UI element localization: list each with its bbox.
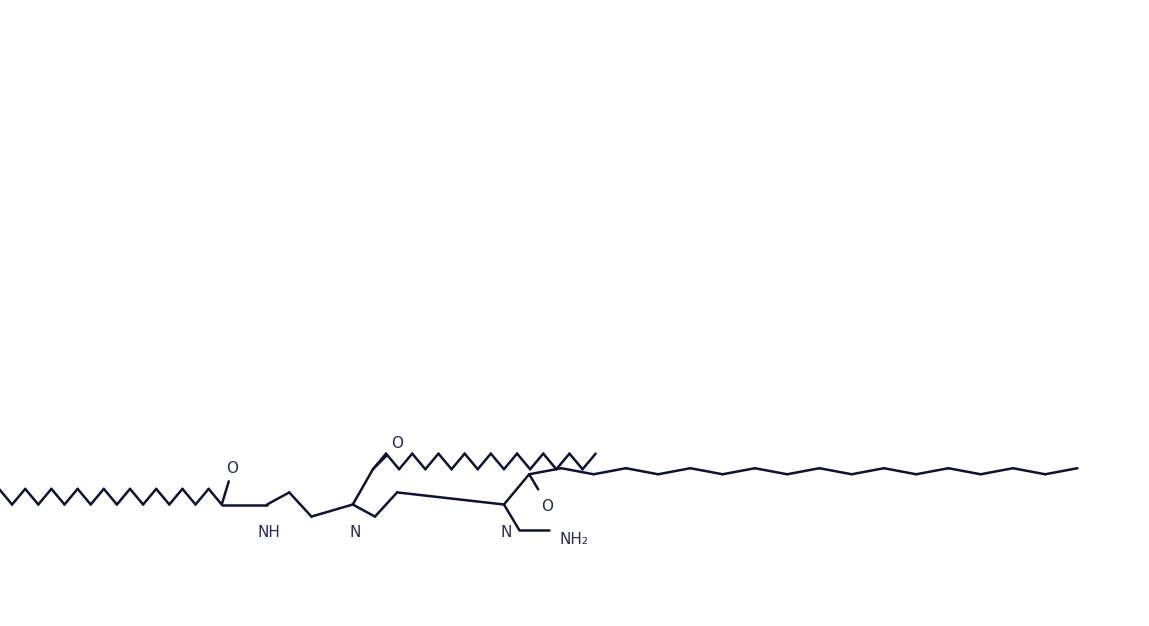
- Text: N: N: [349, 525, 361, 540]
- Text: O: O: [541, 500, 553, 515]
- Text: N: N: [500, 525, 511, 540]
- Text: NH₂: NH₂: [560, 532, 588, 547]
- Text: NH: NH: [257, 525, 280, 540]
- Text: O: O: [391, 436, 403, 451]
- Text: O: O: [226, 461, 238, 476]
